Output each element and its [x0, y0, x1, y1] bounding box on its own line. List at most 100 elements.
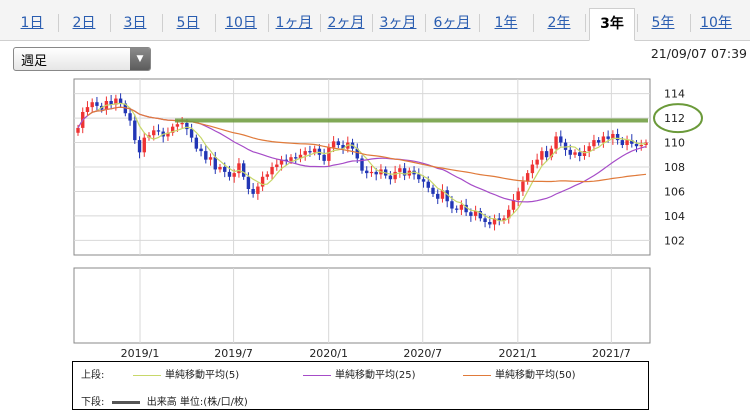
candle-body: [142, 137, 146, 153]
candle-body: [213, 157, 217, 170]
y-tick-label: 102: [664, 234, 685, 247]
tab-separator: [372, 14, 373, 32]
tab-10[interactable]: 2年: [547, 15, 571, 31]
candle-body: [639, 145, 643, 147]
y-tick-label: 106: [664, 185, 685, 198]
candle-body: [535, 159, 539, 165]
candle-body: [573, 152, 577, 155]
x-tick-label: 2020/7: [403, 347, 442, 360]
candle-body: [279, 159, 284, 165]
candle-body: [246, 176, 251, 189]
candle-body: [511, 200, 516, 210]
tab-11[interactable]: 3年: [589, 8, 635, 41]
candle-body: [194, 137, 199, 149]
candle-body: [289, 157, 293, 161]
candle-body: [592, 140, 596, 147]
tab-7[interactable]: 3ヶ月: [379, 15, 417, 31]
tab-0[interactable]: 1日: [20, 15, 44, 31]
candle-body: [218, 167, 222, 170]
tab-separator: [161, 14, 163, 32]
tab-6[interactable]: 2ヶ月: [327, 15, 365, 31]
candle-body: [180, 123, 184, 125]
candle-body: [507, 209, 511, 219]
candle-body: [369, 171, 374, 174]
candle-body: [417, 174, 421, 180]
candle-body: [204, 151, 208, 160]
candle-body: [492, 218, 497, 225]
candle-body: [625, 140, 629, 145]
tab-4[interactable]: 10日: [225, 15, 257, 31]
tab-separator: [689, 14, 691, 32]
legend-volume-label: 出来高 単位:(株/口/枚): [146, 397, 248, 408]
candle-body: [275, 164, 279, 167]
period-select[interactable]: 週足 ▼: [13, 47, 151, 71]
candle-body: [611, 134, 615, 139]
tab-separator: [109, 14, 111, 32]
legend-lower-label: 下段:: [81, 397, 105, 408]
y-tick-label: 114: [664, 88, 685, 101]
candle-body: [170, 126, 175, 133]
candle-body: [615, 134, 620, 141]
tab-12[interactable]: 5年: [651, 15, 675, 31]
tab-8[interactable]: 6ヶ月: [433, 15, 471, 31]
legend-swatch: [463, 374, 491, 376]
candle-body: [568, 149, 572, 155]
tab-13[interactable]: 10年: [700, 15, 732, 31]
candle-body: [298, 154, 303, 159]
x-tick-label: 2019/1: [121, 347, 160, 360]
candle-body: [521, 181, 525, 192]
candle-body: [459, 204, 464, 210]
candle-body: [606, 136, 610, 139]
tab-9[interactable]: 1年: [494, 15, 518, 31]
legend-item: 単純移動平均(50): [463, 366, 576, 381]
candle-body: [388, 175, 393, 180]
candle-body: [128, 113, 132, 121]
candle-body: [336, 141, 341, 145]
y-tick-label: 112: [664, 112, 685, 125]
y-tick-label: 110: [664, 137, 685, 150]
y-tick-label: 104: [664, 210, 685, 223]
candle-body: [341, 145, 345, 149]
tab-3[interactable]: 5日: [176, 15, 200, 31]
candle-body: [241, 163, 246, 177]
candle-body: [544, 151, 549, 158]
tab-separator: [585, 14, 586, 32]
candle-body: [620, 140, 625, 145]
legend-swatch: [133, 374, 161, 376]
candle-body: [109, 101, 113, 105]
candle-body: [303, 151, 307, 155]
candle-body: [596, 140, 601, 143]
tab-5[interactable]: 1ヶ月: [275, 15, 313, 31]
candle-body: [426, 181, 430, 188]
legend-item: 単純移動平均(25): [303, 366, 416, 381]
tab-separator: [479, 14, 480, 32]
candle-body: [469, 212, 473, 216]
legend-item-label: 単純移動平均(5): [165, 370, 240, 381]
candle-body: [85, 107, 90, 112]
candle-body: [525, 173, 530, 182]
x-tick-label: 2021/1: [498, 347, 537, 360]
candle-body: [421, 179, 426, 182]
candle-body: [436, 193, 440, 199]
candle-body: [331, 141, 336, 148]
candle-body: [294, 157, 298, 159]
candle-body: [114, 98, 118, 105]
candle-body: [284, 159, 288, 161]
candle-body: [189, 129, 194, 138]
tab-separator: [532, 14, 534, 32]
candle-body: [95, 102, 99, 106]
highlight-circle: [653, 103, 703, 134]
tab-1[interactable]: 2日: [72, 15, 96, 31]
candle-body: [559, 136, 563, 143]
candle-body: [374, 171, 378, 175]
legend-box: 上段: 単純移動平均(5) 単純移動平均(25) 単純移動平均(50) 下段: 出来…: [72, 361, 649, 410]
candle-body: [312, 148, 317, 153]
candle-body: [563, 142, 568, 150]
chevron-down-icon[interactable]: ▼: [130, 48, 150, 70]
candle-body: [488, 222, 492, 225]
tab-2[interactable]: 3日: [123, 15, 147, 31]
y-tick-label: 108: [664, 161, 685, 174]
candle-body: [398, 168, 402, 172]
volume-panel: [73, 267, 651, 344]
candle-body: [360, 158, 364, 171]
